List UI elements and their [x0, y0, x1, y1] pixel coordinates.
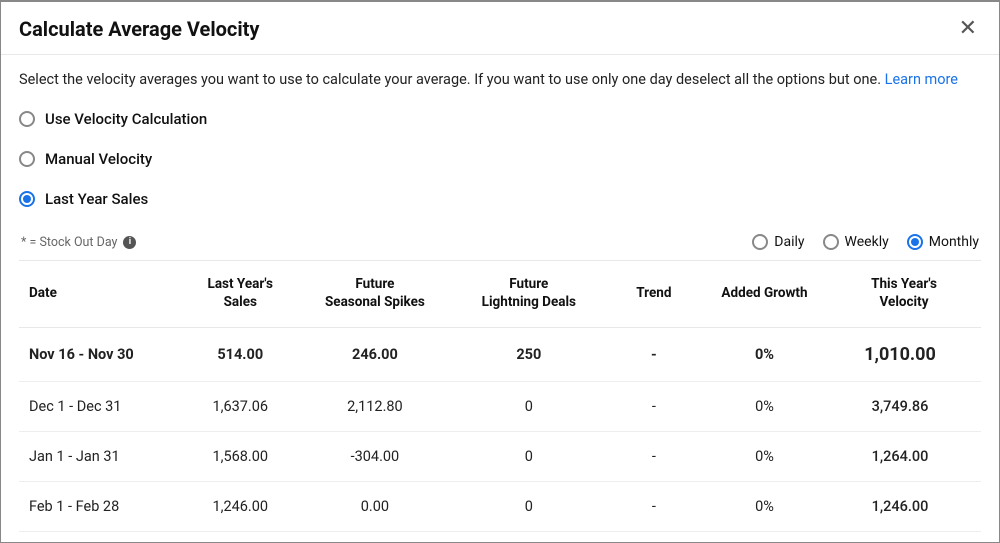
cell-date: Jan 1 - Jan 31	[19, 432, 183, 482]
sub-controls: * = Stock Out Day i Daily Weekly Monthly	[19, 234, 981, 250]
cell-spikes: 0.00	[298, 482, 452, 532]
period-label: Weekly	[845, 234, 889, 250]
col-growth: Added Growth	[702, 261, 827, 328]
cell-growth: 0%	[702, 482, 827, 532]
table-row: Jan 1 - Jan 311,568.00-304.000-0%1,264.0…	[19, 432, 981, 482]
stock-out-note: * = Stock Out Day i	[21, 235, 136, 250]
cell-deals: 0	[452, 382, 606, 432]
radio-icon	[907, 234, 923, 250]
radio-label: Use Velocity Calculation	[45, 110, 207, 128]
cell-date: Dec 1 - Dec 31	[19, 382, 183, 432]
cell-growth: 0%	[702, 382, 827, 432]
period-option-daily[interactable]: Daily	[752, 234, 804, 250]
cell-sales: 1,568.00	[183, 432, 298, 482]
velocity-source-radio-group: Use Velocity Calculation Manual Velocity L…	[19, 110, 981, 208]
table-row: Feb 1 - Feb 281,246.000.000-0%1,246.00	[19, 482, 981, 532]
velocity-table: Date Last Year'sSales FutureSeasonal Spi…	[19, 260, 981, 532]
table-header-row: Date Last Year'sSales FutureSeasonal Spi…	[19, 261, 981, 328]
col-date: Date	[19, 261, 183, 328]
cell-date: Nov 16 - Nov 30	[19, 328, 183, 382]
period-radio-group: Daily Weekly Monthly	[752, 234, 979, 250]
cell-trend: -	[606, 328, 702, 382]
modal-description: Select the velocity averages you want to…	[19, 71, 981, 88]
radio-icon	[19, 111, 35, 127]
description-text: Select the velocity averages you want to…	[19, 71, 881, 88]
learn-more-link[interactable]: Learn more	[885, 71, 958, 88]
cell-trend: -	[606, 482, 702, 532]
stock-out-text: * = Stock Out Day	[21, 235, 117, 250]
modal-header: Calculate Average Velocity ✕	[1, 2, 999, 55]
cell-sales: 1,246.00	[183, 482, 298, 532]
velocity-modal: Calculate Average Velocity ✕ Select the …	[0, 0, 1000, 543]
velocity-source-option-last[interactable]: Last Year Sales	[19, 190, 981, 208]
radio-icon	[823, 234, 839, 250]
cell-deals: 0	[452, 432, 606, 482]
cell-deals: 250	[452, 328, 606, 382]
cell-spikes: 246.00	[298, 328, 452, 382]
cell-velocity: 3,749.86	[827, 382, 981, 432]
cell-spikes: 2,112.80	[298, 382, 452, 432]
table-row: Dec 1 - Dec 311,637.062,112.800-0%3,749.…	[19, 382, 981, 432]
table-row: Nov 16 - Nov 30514.00246.00250-0%1,010.0…	[19, 328, 981, 382]
cell-growth: 0%	[702, 328, 827, 382]
period-option-monthly[interactable]: Monthly	[907, 234, 979, 250]
col-trend: Trend	[606, 261, 702, 328]
radio-icon	[752, 234, 768, 250]
cell-date: Feb 1 - Feb 28	[19, 482, 183, 532]
velocity-source-option-calc[interactable]: Use Velocity Calculation	[19, 110, 981, 128]
velocity-source-option-manual[interactable]: Manual Velocity	[19, 150, 981, 168]
cell-sales: 1,637.06	[183, 382, 298, 432]
cell-sales: 514.00	[183, 328, 298, 382]
col-velocity: This Year'sVelocity	[827, 261, 981, 328]
cell-deals: 0	[452, 482, 606, 532]
radio-label: Manual Velocity	[45, 150, 152, 168]
table-body: Nov 16 - Nov 30514.00246.00250-0%1,010.0…	[19, 328, 981, 532]
cell-spikes: -304.00	[298, 432, 452, 482]
cell-growth: 0%	[702, 432, 827, 482]
period-label: Daily	[774, 234, 804, 250]
radio-label: Last Year Sales	[45, 190, 148, 208]
info-icon[interactable]: i	[123, 236, 136, 249]
cell-trend: -	[606, 382, 702, 432]
cell-trend: -	[606, 432, 702, 482]
cell-velocity: 1,010.00	[827, 328, 981, 382]
cell-velocity: 1,246.00	[827, 482, 981, 532]
radio-icon	[19, 151, 35, 167]
modal-body: Select the velocity averages you want to…	[1, 55, 999, 532]
period-label: Monthly	[929, 234, 979, 250]
radio-icon	[19, 191, 35, 207]
period-option-weekly[interactable]: Weekly	[823, 234, 889, 250]
cell-velocity: 1,264.00	[827, 432, 981, 482]
col-deals: FutureLightning Deals	[452, 261, 606, 328]
modal-title: Calculate Average Velocity	[19, 17, 259, 41]
col-sales: Last Year'sSales	[183, 261, 298, 328]
close-icon[interactable]: ✕	[955, 16, 981, 42]
col-spikes: FutureSeasonal Spikes	[298, 261, 452, 328]
